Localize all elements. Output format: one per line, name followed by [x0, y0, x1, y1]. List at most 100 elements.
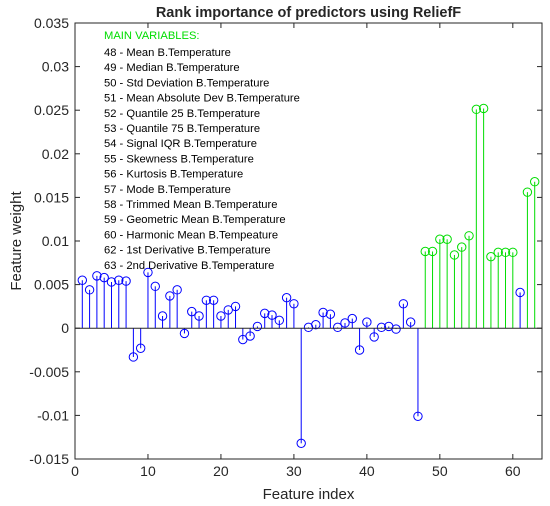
stem-marker-33	[311, 320, 321, 330]
legend-item: 63 - 2nd Derivative B.Temperature	[104, 260, 274, 272]
stem-marker-40	[362, 317, 372, 327]
stem-marker-36	[332, 322, 343, 333]
x-tick-label: 30	[286, 463, 302, 479]
legend-item: 62 - 1st Derivative B.Temperature	[104, 245, 271, 257]
x-tick-label: 50	[432, 463, 448, 479]
stem-marker-27	[267, 310, 277, 320]
stem-marker-47	[413, 411, 423, 421]
stem-marker-52	[449, 250, 460, 260]
stem-marker-62	[522, 187, 533, 197]
stem-marker-41	[369, 332, 379, 342]
stem-marker-59	[500, 247, 511, 258]
legend-item: 57 - Mode B.Temperature	[104, 184, 231, 196]
stem-marker-12	[157, 311, 168, 321]
y-tick-label: 0	[61, 320, 69, 336]
stem-marker-20	[216, 311, 226, 321]
legend-item: 53 - Quantile 75 B.Temperature	[104, 123, 260, 135]
y-tick-label: 0.03	[42, 59, 69, 75]
stem-marker-18	[201, 295, 212, 305]
stem-marker-16	[187, 306, 197, 317]
stem-marker-6	[114, 275, 124, 285]
x-tick-label: 60	[505, 463, 521, 479]
x-tick-label: 20	[213, 463, 229, 479]
y-tick-label: -0.015	[29, 451, 69, 467]
stem-marker-7	[121, 276, 131, 286]
y-tick-label: -0.01	[37, 407, 69, 423]
stem-marker-46	[405, 317, 416, 327]
stem-marker-22	[230, 301, 241, 312]
stem-marker-31	[296, 438, 306, 449]
stem-marker-30	[289, 299, 299, 309]
x-tick-label: 10	[140, 463, 156, 479]
stem-marker-54	[464, 231, 474, 241]
stem-marker-14	[172, 285, 182, 295]
stem-marker-19	[208, 295, 219, 305]
y-tick-label: 0.015	[34, 189, 69, 205]
x-tick-label: 0	[71, 463, 79, 479]
legend-item: 59 - Geometric Mean B.Temperature	[104, 214, 286, 226]
legend-item: 56 - Kurtosis B.Temperature	[104, 169, 243, 181]
legend-item: 60 - Harmonic Mean B.Tempeature	[104, 229, 278, 241]
stem-marker-45	[398, 299, 409, 309]
legend-item: 50 - Std Deviation B.Temperature	[104, 77, 269, 89]
stem-marker-11	[150, 281, 160, 292]
stem-marker-1	[77, 275, 87, 285]
chart-title: Rank importance of predictors using Reli…	[156, 5, 461, 21]
stem-marker-3	[92, 271, 102, 281]
stem-marker-25	[252, 321, 263, 332]
stem-marker-29	[281, 292, 292, 303]
stem-marker-63	[530, 177, 540, 187]
stem-marker-24	[245, 331, 255, 341]
y-tick-label: -0.005	[29, 364, 69, 380]
legend-item: 51 - Mean Absolute Dev B.Temperature	[104, 93, 300, 105]
legend-item: 55 - Skewness B.Temperature	[104, 153, 254, 165]
legend-item: 52 - Quantile 25 B.Temperature	[104, 108, 260, 120]
y-tick-label: 0.005	[34, 277, 69, 293]
stem-marker-5	[106, 277, 117, 287]
stem-marker-13	[165, 291, 175, 301]
stem-marker-39	[354, 345, 365, 355]
x-axis-label: Feature index	[263, 486, 355, 503]
y-tick-label: 0.01	[42, 233, 69, 249]
legend: MAIN VARIABLES: 48 - Mean B.Temperature 4…	[104, 30, 300, 272]
stem-marker-61	[515, 287, 525, 298]
y-tick-label: 0.035	[34, 15, 69, 31]
legend-item: 49 - Median B.Temperature	[104, 62, 240, 74]
stem-marker-57	[486, 251, 496, 262]
legend-heading: MAIN VARIABLES:	[104, 30, 200, 42]
stem-marker-37	[340, 318, 350, 328]
axes-layer: 0 10 20 30 40 50 60 -0.015 -0.01 -0.005 0 0.005 0.01…	[29, 15, 543, 479]
stem-marker-17	[194, 311, 204, 321]
stem-marker-44	[391, 324, 401, 334]
stem-marker-15	[179, 328, 190, 339]
stems-layer	[77, 103, 540, 449]
stem-marker-50	[435, 234, 445, 244]
stem-marker-42	[376, 322, 387, 333]
y-axis-label: Feature weight	[8, 191, 25, 291]
stem-marker-34	[318, 307, 328, 318]
stem-marker-60	[508, 247, 518, 258]
stem-marker-28	[274, 315, 285, 326]
stem-marker-35	[325, 309, 336, 319]
stem-marker-26	[260, 308, 270, 319]
legend-item: 48 - Mean B.Temperature	[104, 47, 231, 59]
legend-item: 58 - Trimmed Mean B.Temperature	[104, 199, 277, 211]
legend-item: 54 - Signal IQR B.Temperature	[104, 138, 257, 150]
stem-marker-48	[420, 246, 430, 257]
stem-marker-55	[471, 104, 482, 115]
stem-marker-10	[143, 267, 153, 278]
stem-marker-2	[84, 285, 95, 295]
stem-marker-8	[128, 352, 139, 362]
stem-marker-38	[347, 313, 357, 324]
x-tick-label: 40	[359, 463, 375, 479]
stem-marker-58	[493, 247, 503, 258]
stem-marker-4	[99, 272, 109, 283]
stem-marker-49	[427, 246, 438, 257]
y-tick-label: 0.025	[34, 102, 69, 118]
stem-marker-51	[442, 234, 452, 244]
stem-marker-56	[478, 103, 489, 114]
stem-marker-53	[457, 242, 467, 252]
y-tick-label: 0.02	[42, 146, 69, 162]
stem-marker-9	[135, 343, 146, 353]
